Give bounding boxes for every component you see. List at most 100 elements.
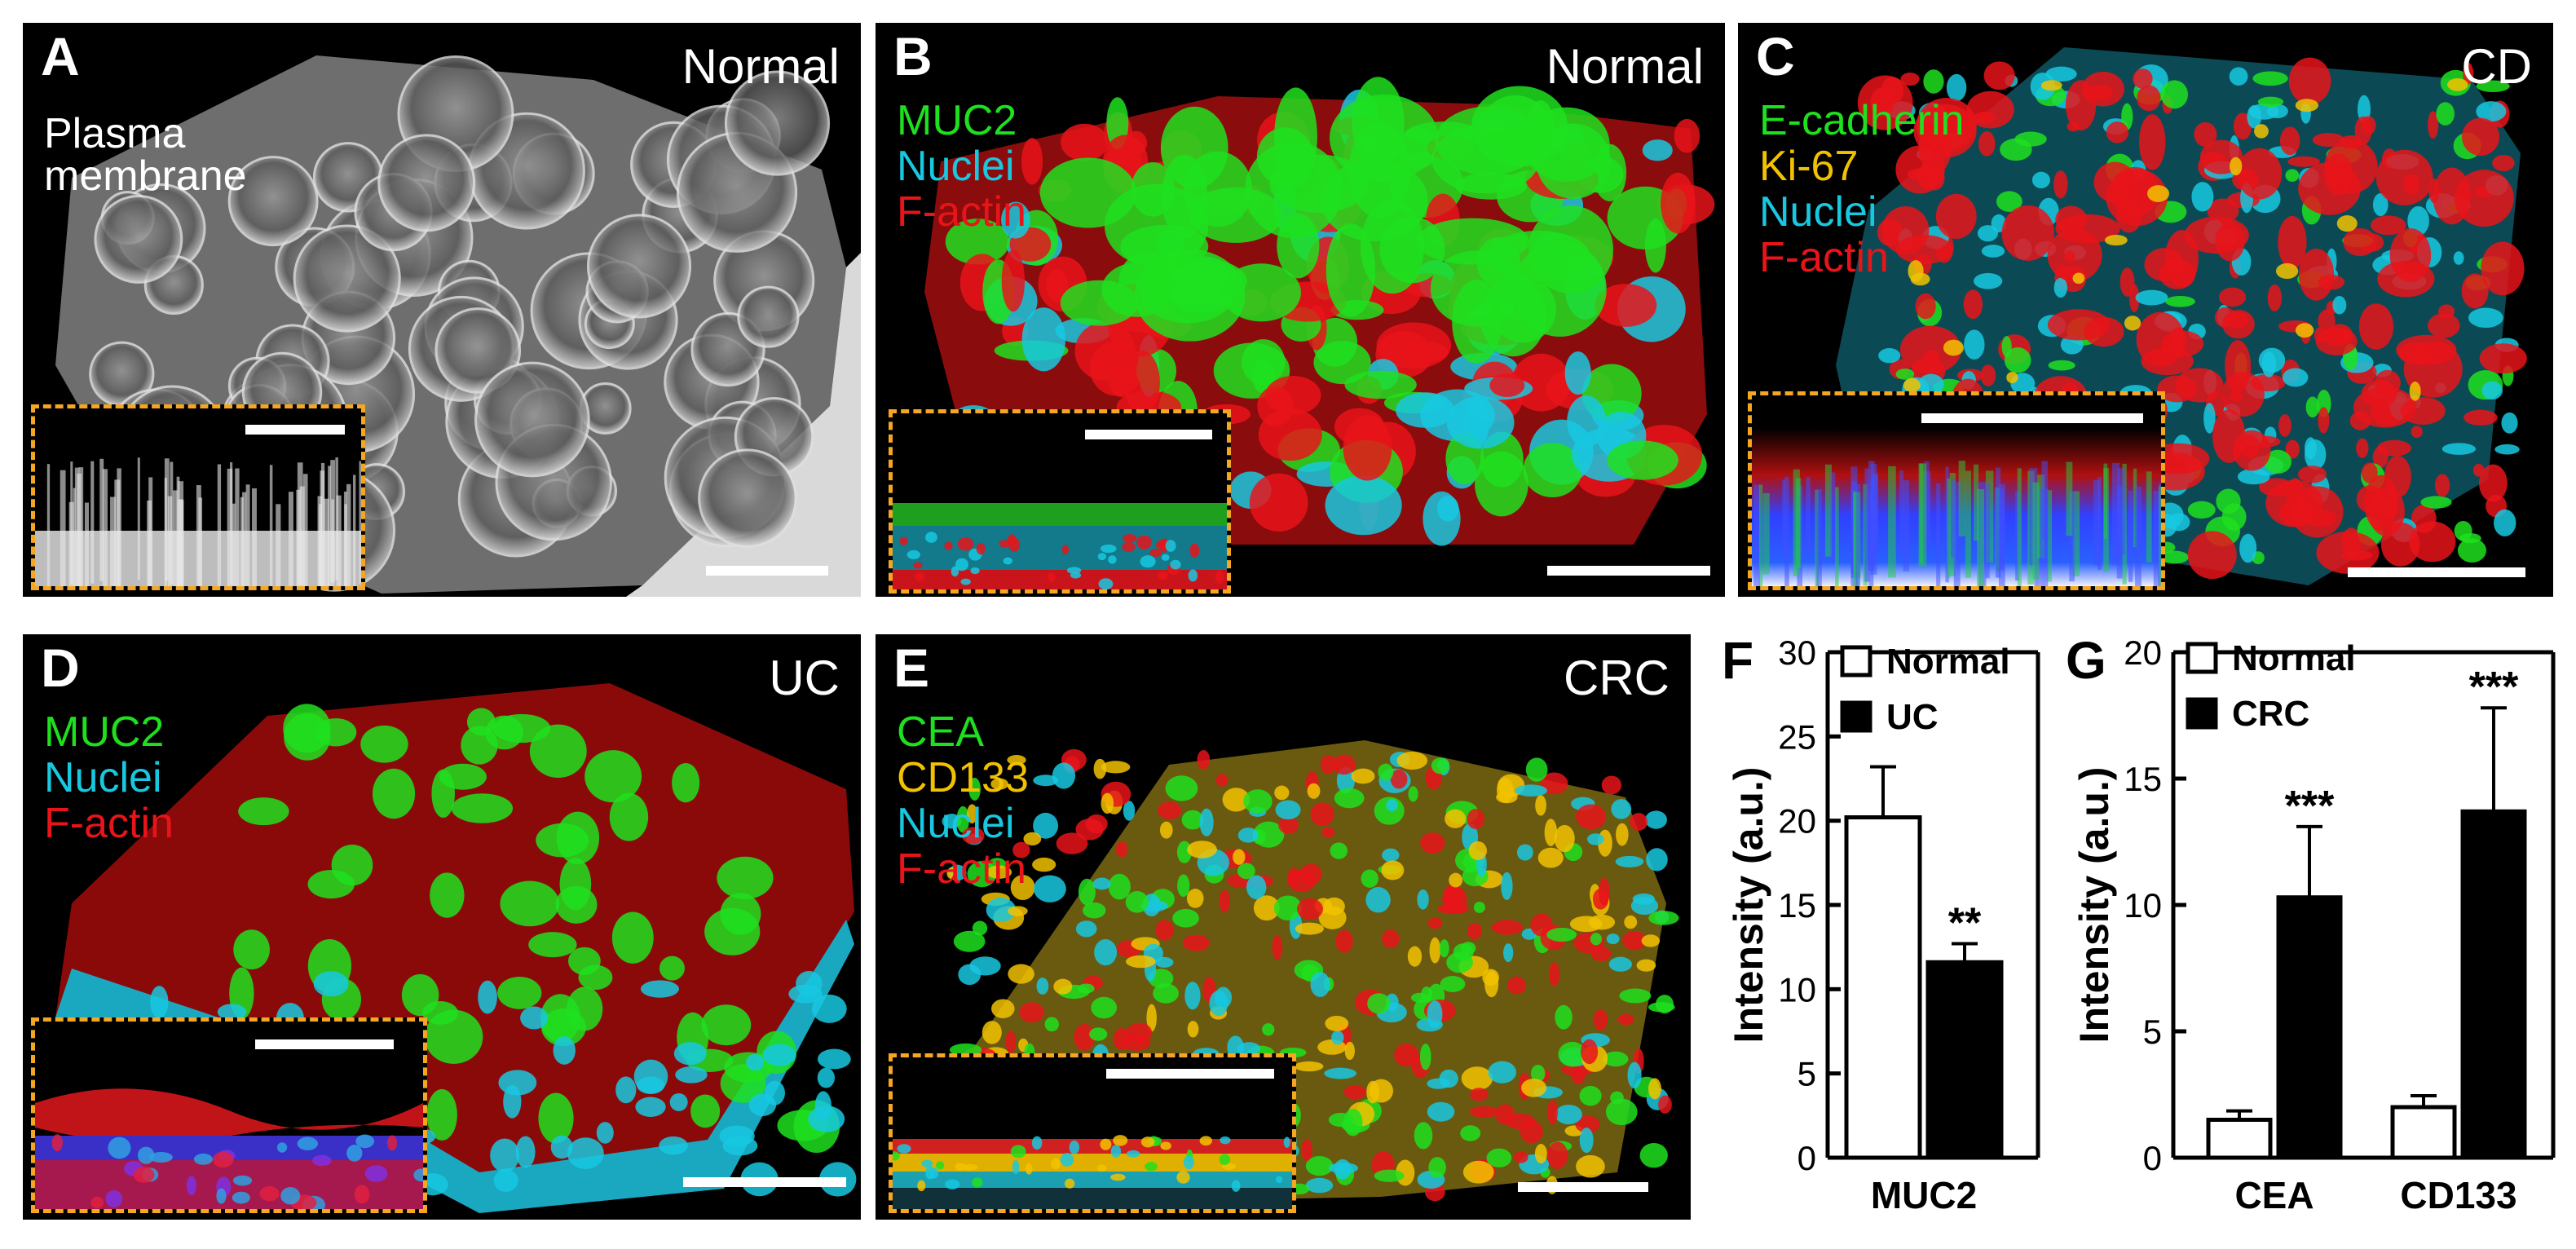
condition-label: Normal [681, 39, 840, 94]
image-texture [1661, 172, 1696, 234]
image-texture [2001, 205, 2055, 261]
panel-letter: A [41, 26, 80, 86]
image-texture [2053, 277, 2067, 298]
chart-g: G 0 5 10 15 20 Intensity (a.u.) *** CEA *** CD133… [2066, 631, 2556, 1216]
stain-labels: CEA CD133 Nuclei F-actin [897, 709, 1029, 892]
image-texture [1445, 809, 1467, 828]
image-texture [323, 498, 329, 586]
condition-label: Normal [1546, 39, 1704, 94]
image-texture [242, 492, 247, 586]
image-texture [1051, 1158, 1061, 1170]
stain-labels: Plasma membrane [44, 113, 247, 197]
image-texture [1530, 913, 1553, 937]
scale-bar [683, 1177, 846, 1187]
image-texture [1100, 544, 1117, 554]
cross-section-inset [31, 404, 365, 590]
cell-texture [377, 134, 476, 232]
image-texture [150, 986, 169, 1019]
legend-swatch [1840, 645, 1872, 677]
image-texture [2227, 311, 2249, 329]
image-texture [672, 762, 700, 803]
image-texture [2372, 193, 2389, 217]
image-texture [1806, 477, 1811, 553]
image-texture [2462, 117, 2500, 157]
image-texture [1094, 938, 1118, 966]
image-texture [276, 504, 281, 586]
image-texture [2481, 241, 2525, 296]
stain-label-f-actin: F-actin [897, 845, 1026, 893]
image-texture [1139, 257, 1237, 324]
image-texture [137, 457, 140, 580]
image-texture [953, 930, 986, 952]
image-texture [1647, 1002, 1675, 1013]
cell-texture [474, 361, 590, 478]
inset-scale-bar [255, 1039, 394, 1049]
image-texture [555, 885, 598, 924]
image-texture [1918, 463, 1927, 567]
stain-label-cd133: CD133 [897, 754, 1029, 801]
image-texture [578, 964, 613, 991]
image-texture [1343, 1084, 1366, 1100]
bar [2460, 809, 2527, 1160]
image-texture [1278, 816, 1299, 835]
legend-label: Normal [2232, 638, 2356, 678]
image-texture [1935, 193, 1977, 239]
inset-image [893, 1135, 1292, 1209]
image-texture [1233, 849, 1246, 865]
image-texture [1155, 920, 1174, 941]
image-texture [515, 1136, 536, 1168]
image-texture [921, 1159, 933, 1167]
image-texture [1977, 225, 1998, 242]
image-texture [1328, 1163, 1359, 1174]
image-texture [1092, 877, 1111, 890]
image-texture [461, 726, 498, 765]
image-texture [899, 536, 908, 545]
image-texture [1916, 98, 1977, 152]
stain-label-nuclei: Nuclei [897, 800, 1015, 847]
y-tick-label: 25 [1778, 717, 1816, 756]
image-texture [808, 1106, 845, 1132]
image-texture [1402, 342, 1449, 363]
image-texture [1219, 1154, 1231, 1166]
image-texture [1555, 1004, 1573, 1030]
stain-label-f-actin: F-actin [1759, 234, 1889, 281]
image-texture [1588, 914, 1616, 930]
image-texture [51, 1134, 63, 1152]
image-texture [1310, 802, 1334, 827]
image-texture [2384, 455, 2411, 498]
image-texture [1491, 920, 1524, 935]
image-texture [1325, 475, 1402, 536]
image-texture [492, 713, 551, 744]
image-texture [1110, 1173, 1126, 1181]
image-texture [2017, 468, 2022, 586]
image-texture [1782, 479, 1786, 554]
image-texture [1964, 329, 1985, 360]
image-texture [1903, 377, 1921, 392]
image-texture [1021, 138, 1043, 185]
image-texture [1658, 1095, 1672, 1114]
legend-label: Normal [1886, 642, 2010, 682]
image-texture [659, 1136, 688, 1155]
image-texture [198, 497, 203, 586]
image-texture [659, 956, 685, 981]
image-texture [424, 1009, 483, 1064]
image-texture [2103, 468, 2109, 572]
image-texture [1181, 810, 1204, 830]
image-texture [1505, 1113, 1536, 1130]
image-texture [1758, 484, 1763, 586]
inset-scale-bar [245, 425, 345, 435]
image-texture [2194, 121, 2217, 147]
image-texture [2135, 486, 2142, 586]
image-texture [981, 1021, 1002, 1044]
image-texture [1622, 930, 1647, 951]
image-texture [1010, 875, 1035, 901]
image-texture [1864, 468, 1870, 582]
image-texture [1091, 996, 1118, 1019]
image-texture [2153, 491, 2160, 586]
image-texture [1523, 107, 1610, 182]
image-texture [439, 763, 487, 790]
image-texture [1753, 484, 1760, 586]
image-texture [1795, 478, 1802, 569]
image-texture [944, 541, 953, 550]
bar [2276, 895, 2343, 1160]
